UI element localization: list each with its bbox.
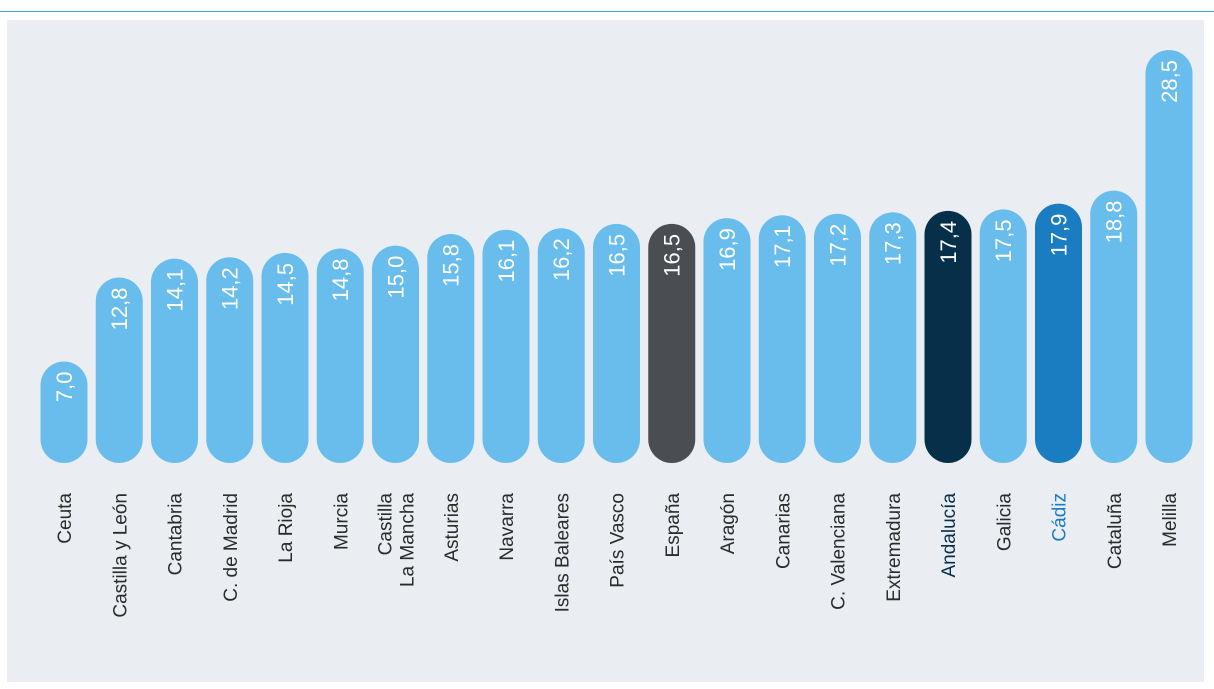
category-label-asturias: Asturias (442, 493, 463, 562)
bar-cantabria (151, 258, 198, 463)
bar-la-rioja (261, 252, 309, 463)
value-label-navarra: 16,1 (494, 240, 519, 283)
category-label-galicia: Galicia (994, 493, 1015, 552)
top-rule (0, 11, 1214, 12)
category-label-canarias: Canarias (773, 493, 794, 569)
category-label-melilla: Melilla (1160, 493, 1181, 547)
bar-galicia (979, 209, 1027, 463)
category-label-andalucia: Andalucía (939, 493, 960, 578)
bar-canarias (758, 215, 806, 463)
bar-espana (648, 223, 696, 463)
category-label-murcia: Murcia (331, 493, 352, 550)
bar-c-valenciana (814, 213, 861, 463)
category-label-la-rioja: La Rioja (276, 493, 297, 563)
category-label-cadiz: Cádiz (1050, 493, 1071, 542)
value-label-cantabria: 14,1 (163, 269, 188, 312)
category-label-cataluna: Cataluña (1105, 493, 1126, 569)
bar-castilla-la-mancha (372, 245, 419, 463)
value-label-la-rioja: 14,5 (273, 263, 298, 306)
category-label-castilla-y-leon: Castilla y León (110, 493, 131, 618)
bar-c-de-madrid (206, 257, 254, 463)
bar-aragon (703, 218, 751, 463)
value-label-cataluna: 18,8 (1102, 201, 1127, 244)
value-label-islas-baleares: 16,2 (549, 238, 574, 281)
value-label-asturias: 15,8 (439, 244, 464, 287)
category-label-pais-vasco: País Vasco (608, 493, 629, 588)
category-label-c-de-madrid: C. de Madrid (221, 493, 242, 602)
category-label-ceuta: Ceuta (55, 493, 76, 544)
bar-andalucia (924, 210, 972, 463)
value-label-canarias: 17,1 (770, 225, 795, 268)
chart-area: 7,0 Ceuta 12,8 Castilla y León 14,1 Cantabria… (7, 20, 1204, 682)
category-label-espana: España (663, 493, 684, 558)
value-label-extremadura: 17,3 (881, 222, 906, 265)
bar-cataluna (1090, 190, 1138, 463)
category-label-extremadura: Extremadura (884, 493, 905, 602)
bar-ceuta (40, 361, 88, 463)
value-label-c-valenciana: 17,2 (826, 224, 851, 267)
category-label-castilla-la-mancha-line-2: La Mancha (398, 493, 419, 587)
category-label-cantabria: Cantabria (166, 493, 187, 576)
category-label-islas-baleares: Islas Baleares (552, 493, 573, 612)
value-label-espana: 16,5 (660, 234, 685, 277)
bar-islas-baleares (537, 228, 585, 463)
bar-melilla (1145, 50, 1193, 463)
bar-chart: 7,0 Ceuta 12,8 Castilla y León 14,1 Cantabria… (40, 50, 1193, 618)
value-label-melilla: 28,5 (1157, 60, 1182, 103)
bar-pais-vasco (593, 223, 640, 463)
value-label-c-de-madrid: 14,2 (218, 267, 243, 310)
value-label-castilla-y-leon: 12,8 (107, 288, 132, 331)
category-label-c-valenciana: C. Valenciana (829, 493, 850, 610)
bar-cadiz (1035, 203, 1082, 464)
value-label-aragon: 16,9 (715, 228, 740, 271)
value-label-andalucia: 17,4 (936, 221, 961, 264)
value-label-castilla-la-mancha: 15,0 (384, 256, 409, 299)
value-label-pais-vasco: 16,5 (605, 234, 630, 277)
value-label-galicia: 17,5 (991, 219, 1016, 262)
category-label-navarra: Navarra (497, 493, 518, 561)
value-label-ceuta: 7,0 (52, 372, 77, 403)
value-label-cadiz: 17,9 (1047, 214, 1072, 257)
bar-asturias (427, 234, 475, 463)
value-label-murcia: 14,8 (328, 259, 353, 302)
bar-extremadura (869, 212, 917, 463)
bar-murcia (316, 248, 364, 463)
bar-castilla-y-leon (95, 277, 143, 463)
category-label-aragon: Aragón (718, 493, 739, 554)
category-label-castilla-la-mancha-line-1: Castilla (376, 493, 397, 556)
bar-navarra (482, 229, 530, 463)
